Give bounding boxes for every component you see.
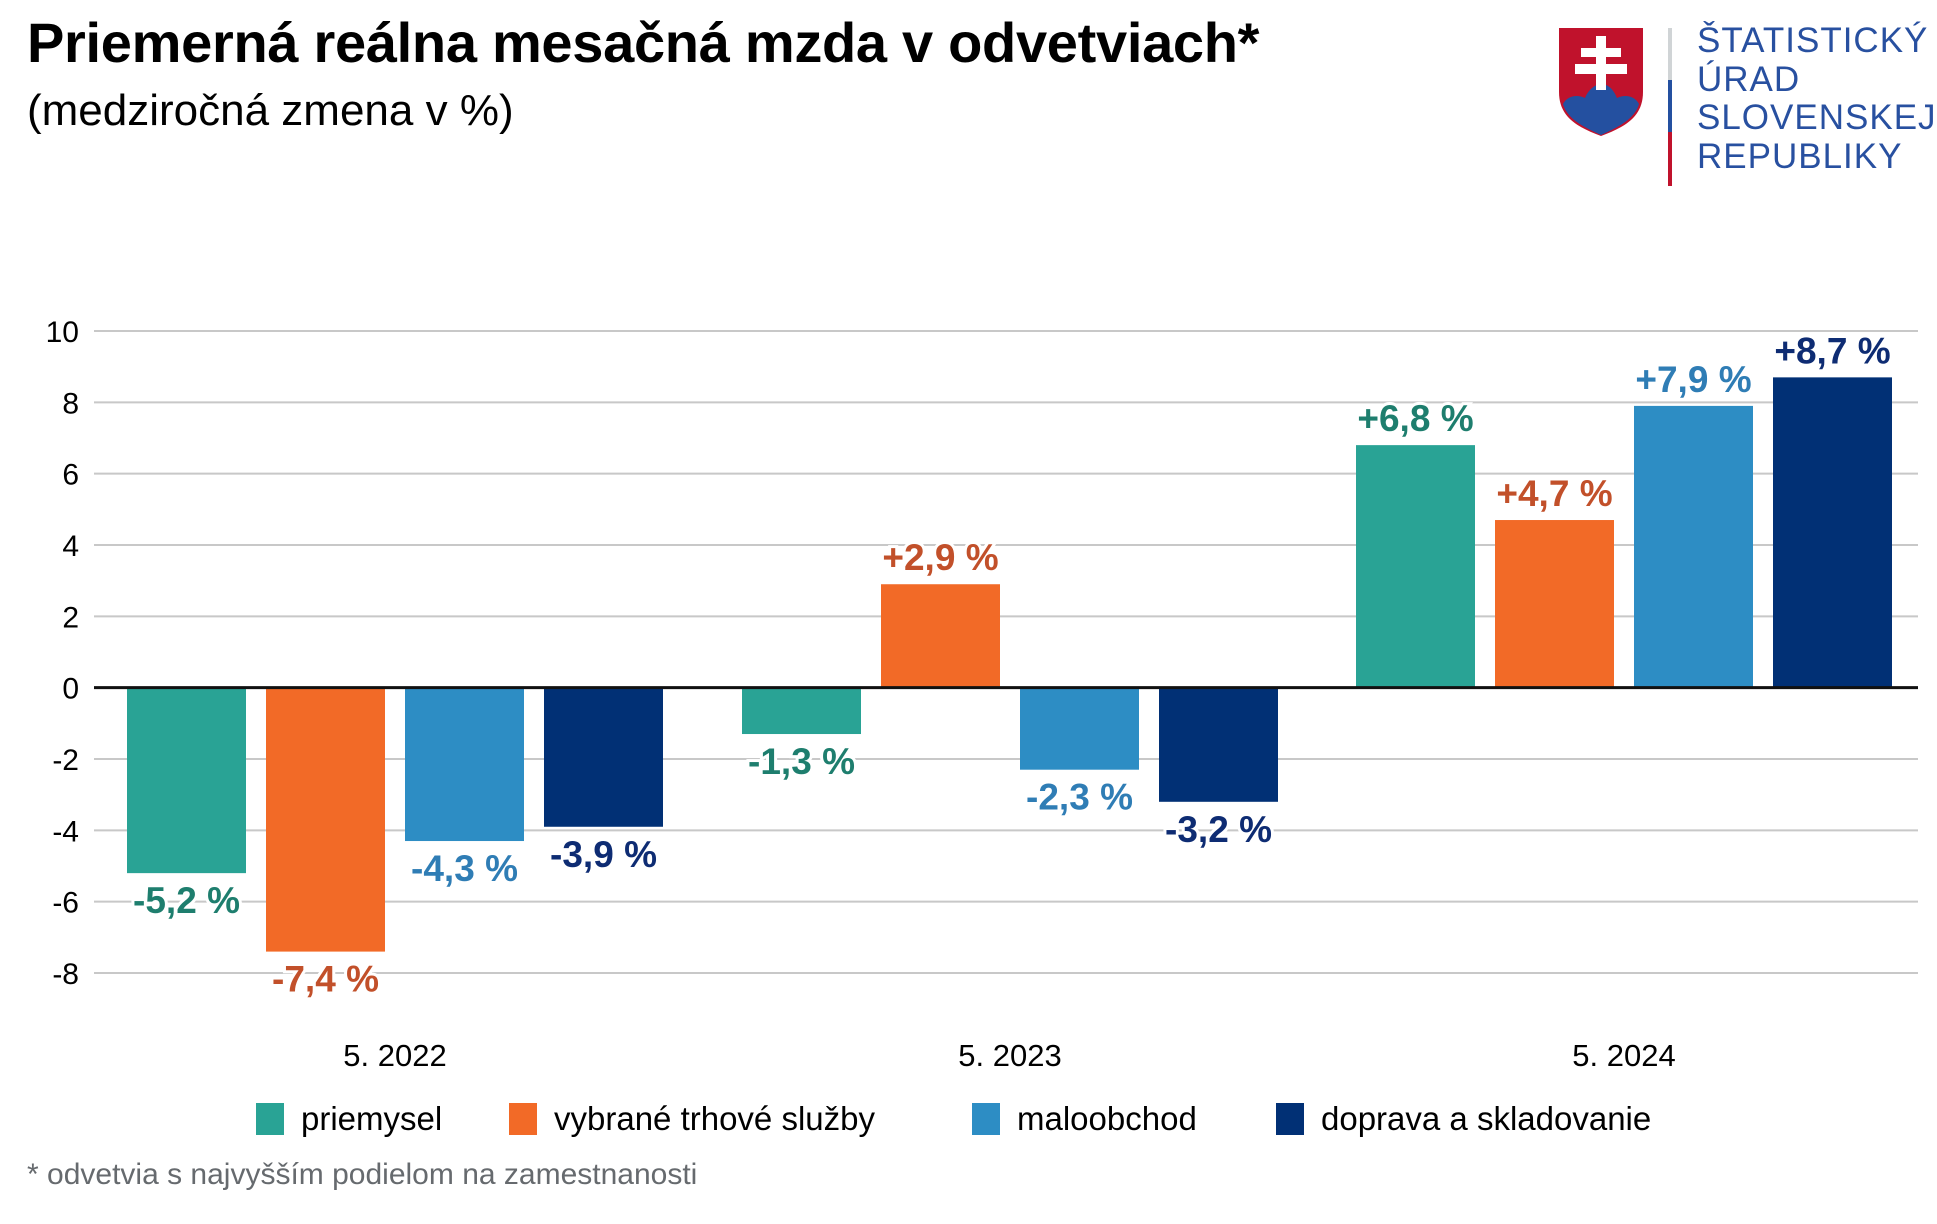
chart-subtitle: (medziročná zmena v %) [27, 86, 514, 135]
legend-label: vybrané trhové služby [554, 1100, 875, 1137]
bar-value-label: -4,3 % [411, 848, 518, 889]
y-tick-label: 0 [62, 673, 79, 706]
legend-swatch [1276, 1103, 1304, 1135]
y-tick-label: 2 [62, 601, 79, 634]
y-tick-label: 8 [62, 387, 79, 420]
bar [1356, 445, 1475, 688]
bar [1773, 377, 1892, 688]
footnote: * odvetvia s najvyšším podielom na zames… [27, 1158, 698, 1191]
y-tick-label: -2 [52, 744, 79, 777]
y-tick-label: 4 [62, 530, 79, 563]
bar [742, 687, 861, 735]
bar-value-label: -3,9 % [550, 834, 657, 875]
bar [405, 687, 524, 842]
legend-label: priemysel [301, 1100, 443, 1137]
legend-label: doprava a skladovanie [1321, 1100, 1652, 1137]
bar-value-label: +2,9 % [882, 537, 998, 578]
bar-value-label: -3,2 % [1165, 809, 1272, 850]
bar-value-label: -2,3 % [1026, 777, 1133, 818]
bar [1159, 687, 1278, 802]
legend-item-vybrane-trhove-sluzby: vybrané trhové služby [509, 1097, 875, 1141]
legend-swatch [256, 1103, 284, 1135]
chart-title: Priemerná reálna mesačná mzda v odvetvia… [27, 11, 1260, 74]
bar-value-label: -1,3 % [748, 741, 855, 782]
bar-value-label: -5,2 % [133, 880, 240, 921]
logo-text: ŠTATISTICKÝ ÚRAD SLOVENSKEJ REPUBLIKY [1697, 21, 1937, 176]
legend-swatch [509, 1103, 537, 1135]
bar-chart: 10 8 6 4 2 0 -2 -4 -6 -8 -5,2 % -1,3 % +6,8 % -7,4 %… [46, 316, 1918, 1073]
bar [544, 687, 663, 827]
logo-line: SLOVENSKEJ [1697, 98, 1937, 137]
y-tick-label: -8 [52, 958, 79, 991]
legend-item-priemysel: priemysel [256, 1097, 442, 1141]
bar [881, 584, 1000, 688]
legend-swatch [972, 1103, 1000, 1135]
y-axis-ticks: 10 8 6 4 2 0 -2 -4 -6 -8 [46, 316, 79, 991]
bar-value-label: +8,7 % [1774, 330, 1890, 371]
y-tick-label: 10 [46, 316, 79, 349]
bar-value-label: -7,4 % [272, 959, 379, 1000]
y-tick-label: -6 [52, 887, 79, 920]
slovak-coat-of-arms-icon [1559, 28, 1672, 186]
bar-value-label: +6,8 % [1357, 398, 1473, 439]
y-tick-label: -4 [52, 815, 79, 848]
legend-item-maloobchod: maloobchod [972, 1097, 1197, 1141]
legend-label: maloobchod [1017, 1100, 1197, 1137]
logo-line: ÚRAD [1697, 59, 1801, 99]
bar-value-labels: -5,2 % -1,3 % +6,8 % -7,4 % +2,9 % +4,7 % -4,3… [130, 327, 1894, 1002]
x-tick-label: 5. 2022 [343, 1038, 446, 1073]
bar [1634, 405, 1753, 688]
x-tick-label: 5. 2023 [958, 1038, 1061, 1073]
x-axis-ticks: 5. 2022 5. 2023 5. 2024 [343, 1038, 1675, 1073]
bars [127, 377, 1892, 952]
logo-line: REPUBLIKY [1697, 136, 1903, 176]
bar [1020, 687, 1139, 770]
logo-line: ŠTATISTICKÝ [1697, 21, 1929, 60]
x-tick-label: 5. 2024 [1572, 1038, 1675, 1073]
statistical-office-logo: ŠTATISTICKÝ ÚRAD SLOVENSKEJ REPUBLIKY [1555, 21, 1937, 192]
bar-value-label: +7,9 % [1635, 359, 1751, 400]
legend-item-doprava-a-skladovanie: doprava a skladovanie [1276, 1097, 1651, 1141]
bar [127, 687, 246, 874]
bar [1495, 520, 1614, 688]
bar-value-label: +4,7 % [1496, 473, 1612, 514]
bar [266, 687, 385, 952]
y-tick-label: 6 [62, 459, 79, 492]
